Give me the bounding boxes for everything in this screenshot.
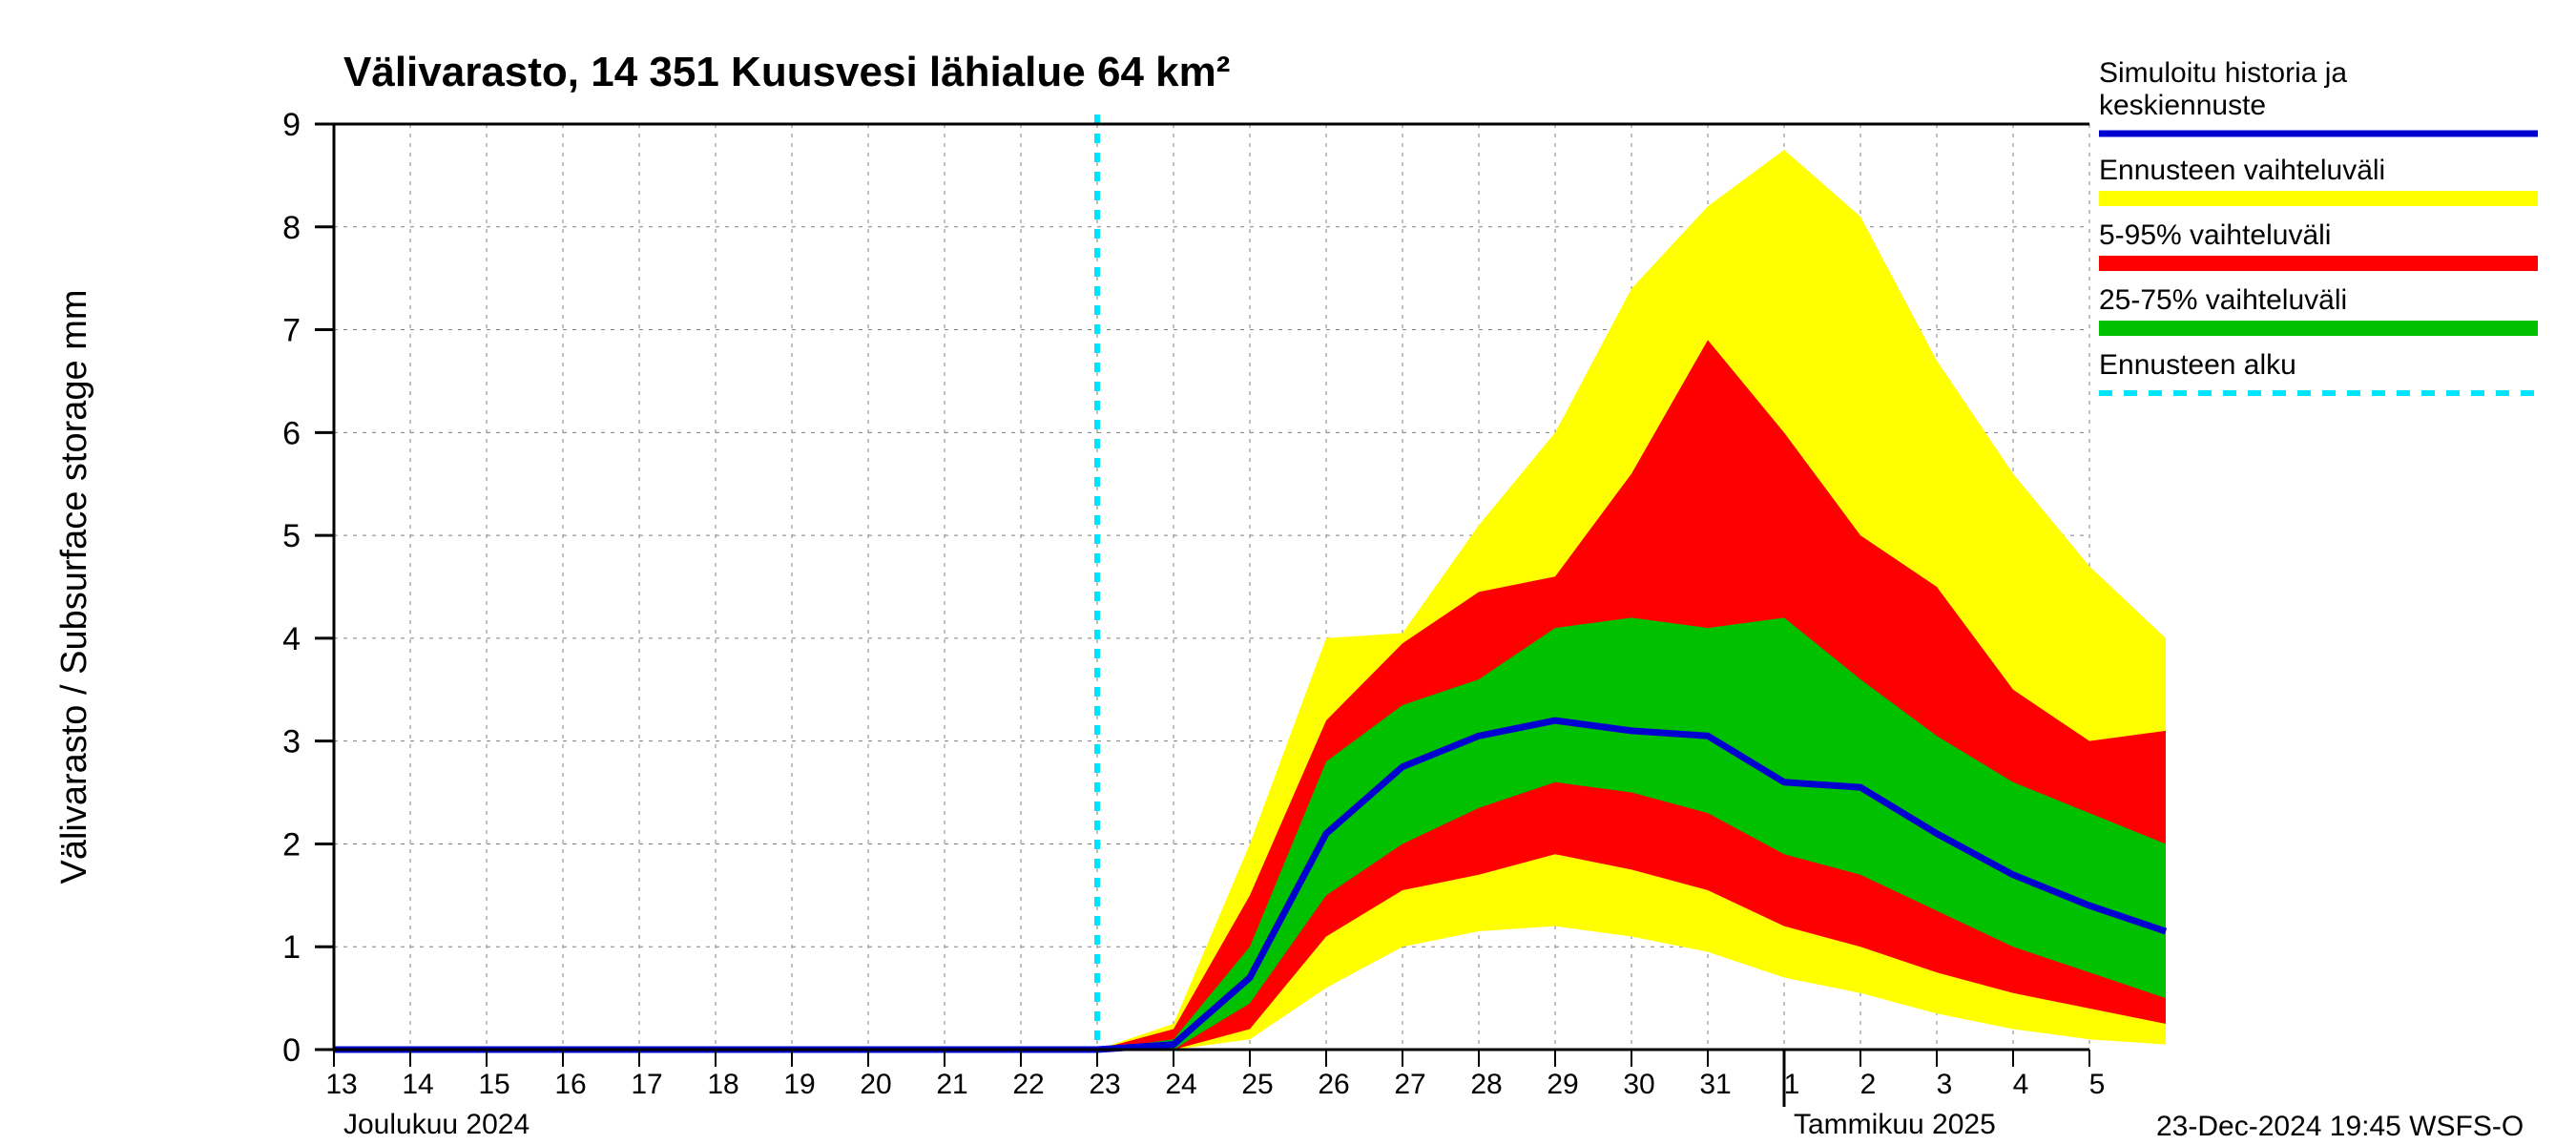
x-tick-label: 19 xyxy=(783,1069,815,1100)
x-tick-label: 13 xyxy=(325,1069,357,1100)
x-tick-label: 5 xyxy=(2089,1069,2106,1100)
x-tick-label: 27 xyxy=(1394,1069,1425,1100)
y-tick-label: 8 xyxy=(282,210,301,246)
x-tick-label: 28 xyxy=(1470,1069,1502,1100)
xaxis-month-right: Tammikuu 2025 xyxy=(1794,1109,1996,1140)
legend-label: 5-95% vaihteluväli xyxy=(2099,219,2331,251)
legend-label: Ennusteen vaihteluväli xyxy=(2099,155,2385,186)
x-tick-label: 15 xyxy=(478,1069,509,1100)
legend-label: Simuloitu historia ja xyxy=(2099,57,2347,89)
y-tick-label: 1 xyxy=(282,929,301,966)
forecast-chart: 0123456789131415161718192021222324252627… xyxy=(0,0,2576,1145)
x-tick-label: 4 xyxy=(2013,1069,2029,1100)
footer-timestamp: 23-Dec-2024 19:45 WSFS-O xyxy=(2156,1111,2524,1142)
y-tick-label: 7 xyxy=(282,313,301,349)
legend-label: keskiennuste xyxy=(2099,90,2266,121)
legend-swatch xyxy=(2099,321,2538,336)
y-tick-label: 0 xyxy=(282,1032,301,1069)
legend-swatch xyxy=(2099,256,2538,271)
legend-label: 25-75% vaihteluväli xyxy=(2099,284,2347,316)
x-tick-label: 16 xyxy=(554,1069,586,1100)
y-tick-label: 9 xyxy=(282,107,301,143)
x-tick-label: 2 xyxy=(1860,1069,1877,1100)
x-tick-label: 18 xyxy=(707,1069,738,1100)
x-tick-label: 29 xyxy=(1547,1069,1578,1100)
x-tick-label: 3 xyxy=(1937,1069,1953,1100)
x-tick-label: 21 xyxy=(936,1069,967,1100)
x-tick-label: 23 xyxy=(1089,1069,1120,1100)
x-tick-label: 26 xyxy=(1318,1069,1349,1100)
x-tick-label: 17 xyxy=(631,1069,662,1100)
x-tick-label: 1 xyxy=(1784,1069,1800,1100)
y-tick-label: 6 xyxy=(282,415,301,451)
y-tick-label: 4 xyxy=(282,621,301,657)
xaxis-month-left: Joulukuu 2024 xyxy=(343,1109,530,1140)
y-tick-label: 3 xyxy=(282,724,301,760)
x-tick-label: 31 xyxy=(1699,1069,1731,1100)
legend-label: Ennusteen alku xyxy=(2099,349,2296,381)
x-tick-label: 20 xyxy=(860,1069,891,1100)
x-tick-label: 30 xyxy=(1623,1069,1654,1100)
chart-title: Välivarasto, 14 351 Kuusvesi lähialue 64… xyxy=(343,49,1230,95)
y-axis-label: Välivarasto / Subsurface storage mm xyxy=(54,289,94,884)
x-tick-label: 24 xyxy=(1165,1069,1196,1100)
legend-swatch xyxy=(2099,191,2538,206)
x-tick-label: 22 xyxy=(1012,1069,1044,1100)
y-tick-label: 5 xyxy=(282,518,301,554)
x-tick-label: 14 xyxy=(402,1069,433,1100)
x-tick-label: 25 xyxy=(1241,1069,1273,1100)
y-tick-label: 2 xyxy=(282,826,301,863)
